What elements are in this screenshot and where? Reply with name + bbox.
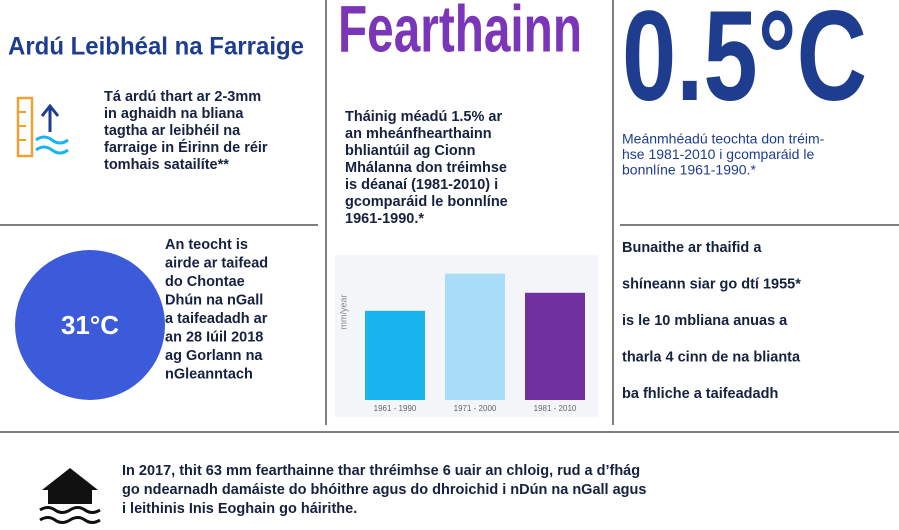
- body-text: nGleanntach: [165, 366, 253, 382]
- heading: 0.5°C: [622, 0, 867, 128]
- heading: Ardú Leibhéal na Farraige: [8, 33, 304, 61]
- bar: [525, 292, 585, 400]
- body-text: farraige in Éirinn de réir: [104, 139, 268, 156]
- body-text: 1961-1990.*: [345, 211, 424, 227]
- x-tick-label: 1961 - 1990: [374, 404, 417, 413]
- badge-text: 31°C: [61, 310, 119, 340]
- body-text: bonnlíne 1961-1990.*: [622, 162, 756, 178]
- body-text: an mheánfhearthainn: [345, 126, 492, 142]
- axis-label: mm/year: [338, 294, 348, 329]
- body-text: ag Gorlann na: [165, 348, 263, 364]
- body-text: In 2017, thit 63 mm fearthainne thar thr…: [122, 463, 640, 479]
- body-text: Dhún na nGall: [165, 292, 263, 308]
- sea-level-icon: [16, 96, 69, 158]
- body-text: airde ar taifead: [165, 255, 268, 271]
- body-text: gcomparáid le bonnlíne: [345, 194, 508, 210]
- x-tick-label: 1981 - 2010: [534, 404, 577, 413]
- flood-icon: [39, 468, 101, 524]
- body-text: tomhais satailíte**: [104, 157, 229, 173]
- body-text: Tháinig méadú 1.5% ar: [345, 109, 502, 125]
- bar: [445, 273, 505, 400]
- body-text: shíneann siar go dtí 1955*: [622, 276, 801, 292]
- body-text: bhliantúil ag Cionn: [345, 143, 476, 159]
- body-text: is le 10 mbliana anuas a: [622, 313, 788, 329]
- body-text: tharla 4 cinn de na blianta: [622, 349, 801, 365]
- body-text: tagtha ar leibhéil na: [104, 123, 241, 139]
- body-text: do Chontae: [165, 274, 245, 290]
- body-text: an 28 Iúil 2018: [165, 329, 263, 345]
- body-text: hse 1981-2010 i gcomparáid le: [622, 146, 814, 162]
- body-text: go ndearnadh damáiste do bhóithre agus d…: [122, 482, 646, 498]
- body-text: ba fhliche a taifeadadh: [622, 386, 778, 402]
- body-text: Mhálanna don tréimhse: [345, 160, 507, 176]
- body-text: in aghaidh na bliana: [104, 106, 244, 122]
- body-text: An teocht is: [165, 237, 248, 253]
- bar: [365, 310, 425, 400]
- body-text: Tá ardú thart ar 2-3mm: [104, 89, 261, 105]
- body-text: Meánmhéadú teochta don tréim-: [622, 131, 825, 147]
- x-tick-label: 1971 - 2000: [454, 404, 497, 413]
- body-text: a taifeadadh ar: [165, 311, 268, 327]
- body-text: Bunaithe ar thaifid a: [622, 240, 762, 256]
- body-text: is déanaí (1981-2010) i: [345, 177, 498, 193]
- body-text: i leithinis Inis Eoghain go háirithe.: [122, 501, 357, 517]
- heading: Fearthainn: [338, 0, 582, 65]
- badge: [15, 250, 165, 400]
